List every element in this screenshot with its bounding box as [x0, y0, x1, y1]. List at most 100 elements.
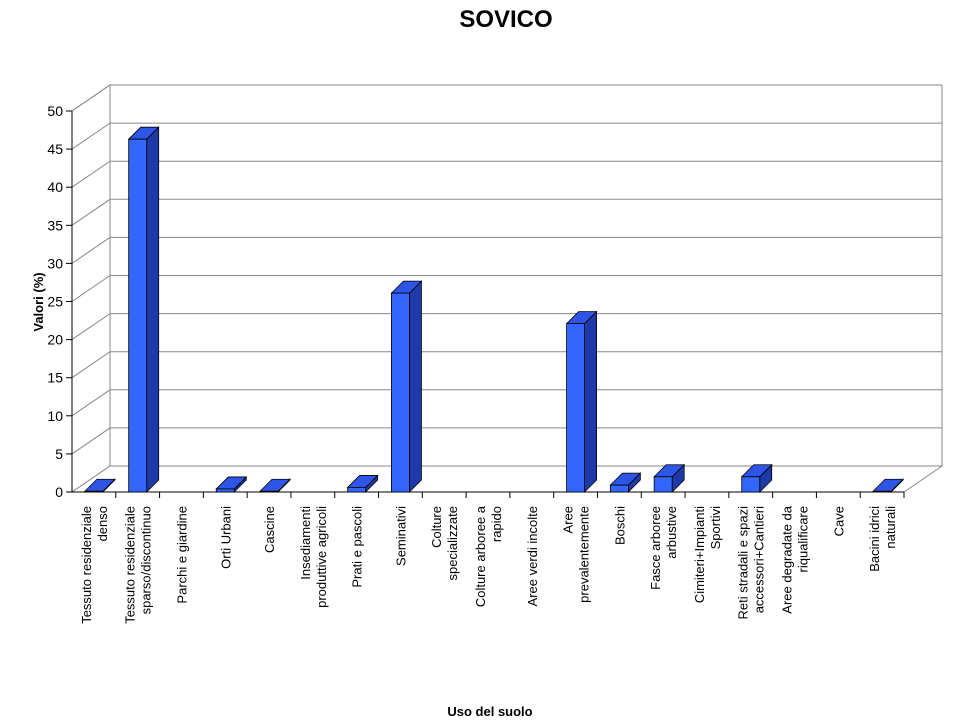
x-category-label-line: naturali: [883, 506, 898, 549]
bar-front: [259, 490, 279, 493]
x-category-label-line: Prati e pascoli: [350, 506, 365, 588]
gridlines: [71, 84, 942, 455]
bar: [872, 478, 905, 493]
x-category-label: Reti stradali e spazi accessori+Cantieri: [736, 506, 767, 620]
gridline: [71, 351, 942, 379]
chart-title: SOVICO: [459, 6, 552, 33]
gridline: [71, 389, 942, 417]
bar: [740, 463, 773, 493]
x-category-label-line: Seminativi: [393, 506, 408, 566]
y-tick-label: 45: [47, 141, 63, 157]
x-category-label-line: arbustive: [664, 506, 679, 559]
x-category-label-line: sparso/discontinuo: [139, 506, 154, 614]
x-category-label: Aree prevalentemente: [561, 506, 592, 603]
bar: [390, 280, 423, 493]
x-category-label: Tessuto residenziale sparso/discontinuo: [123, 506, 154, 624]
y-tick-label: 15: [47, 370, 63, 386]
bar: [215, 475, 248, 493]
y-axis-title: Valori (%): [31, 272, 46, 331]
x-category-label: Colture arboree a rapido: [473, 505, 504, 607]
bar-side: [409, 280, 422, 493]
bar-front: [215, 488, 235, 493]
x-category-label-line: Colture arboree a: [473, 505, 488, 607]
bar-front: [128, 138, 148, 493]
x-category-label: Fasce arboree arbustive: [648, 506, 679, 590]
bar-front: [609, 484, 629, 493]
x-category-label-line: rapido: [489, 506, 504, 542]
bar-front: [653, 476, 673, 493]
x-category-label-line: Aree degradate da: [780, 505, 795, 613]
y-tick-label: 25: [47, 294, 63, 310]
x-category-label: Seminativi: [393, 506, 408, 566]
x-category-label-line: Cimiteri+Impianti: [692, 506, 707, 603]
x-category-label-line: Aree verdi incolte: [525, 506, 540, 606]
gridline: [71, 275, 942, 302]
x-category-label: Orti Urbani: [218, 506, 233, 569]
x-category-label-line: Colture: [429, 506, 444, 548]
gridline: [71, 313, 942, 341]
bar: [565, 310, 598, 493]
x-category-label-line: specializzate: [445, 506, 460, 580]
gridline: [71, 122, 942, 150]
bar: [609, 472, 642, 493]
x-category-label-line: Fasce arboree: [648, 506, 663, 590]
y-tick-label: 10: [47, 408, 63, 424]
x-category-label-line: Cave: [831, 506, 846, 536]
x-category-label-line: accessori+Cantieri: [752, 506, 767, 613]
y-axis-tick-labels: 0 5 10 15 20 25 30 35 40 45 50: [47, 103, 904, 500]
x-category-label-line: Bacini idrici: [867, 506, 882, 572]
x-category-label-line: riqualificare: [796, 506, 811, 572]
x-category-label: Prati e pascoli: [350, 506, 365, 588]
x-category-label-line: produttive agricoli: [314, 506, 329, 608]
bar: [259, 478, 292, 493]
y-tick-label: 30: [47, 255, 63, 271]
x-category-label-line: Boschi: [612, 506, 627, 545]
bar: [653, 463, 686, 493]
x-axis-tick-labels: Tessuto residenziale denso Tessuto residen…: [79, 492, 905, 624]
gridline: [71, 427, 942, 455]
chart-walls: [70, 84, 944, 493]
bar-side: [146, 126, 160, 493]
x-category-label-line: Insediamenti: [298, 506, 313, 580]
bars: [83, 126, 905, 493]
x-category-label-line: Parchi e giardine: [174, 506, 189, 604]
x-category-label: Aree degradate da riqualificare: [780, 505, 811, 613]
bar: [346, 474, 379, 493]
x-category-label: Bacini idrici naturali: [867, 506, 898, 572]
y-tick-label: 40: [47, 179, 63, 195]
x-category-label: Cimiteri+Impianti Sportivi: [692, 506, 723, 603]
x-axis-title: Uso del suolo: [447, 704, 532, 719]
bar-front: [347, 487, 367, 493]
x-category-label-line: Tessuto residenziale: [79, 506, 94, 624]
x-category-label: Insediamenti produttive agricoli: [298, 506, 329, 608]
floor: [70, 465, 944, 493]
y-tick-label: 5: [55, 446, 63, 462]
x-category-label: Colture specializzate: [429, 506, 460, 580]
gridline: [71, 236, 942, 264]
x-category-label-line: Orti Urbani: [218, 506, 233, 569]
x-category-label: Cascine: [262, 506, 277, 553]
bar-front: [741, 476, 761, 493]
gridline: [71, 160, 942, 188]
y-tick-label: 35: [47, 217, 63, 233]
x-category-label-line: Sportivi: [708, 506, 723, 549]
x-category-label: Boschi: [612, 506, 627, 545]
x-category-label-line: Aree: [561, 506, 576, 533]
bar-front: [391, 292, 410, 493]
x-category-label-line: Cascine: [262, 506, 277, 553]
bar: [127, 126, 160, 493]
y-tick-label: 50: [47, 103, 63, 119]
x-category-label: Cave: [831, 506, 846, 536]
x-category-label-line: prevalentemente: [577, 506, 592, 603]
x-category-label: Parchi e giardine: [174, 506, 189, 604]
bar: [83, 478, 116, 493]
y-tick-label: 20: [47, 332, 63, 348]
x-category-label-line: Tessuto residenziale: [123, 506, 138, 624]
x-category-label: Tessuto residenziale denso: [79, 506, 110, 624]
bar-side: [584, 310, 597, 493]
bar-front: [84, 490, 104, 493]
x-category-label-line: Reti stradali e spazi: [736, 506, 751, 620]
gridline: [71, 198, 942, 226]
x-category-label: Aree verdi incolte: [525, 506, 540, 606]
